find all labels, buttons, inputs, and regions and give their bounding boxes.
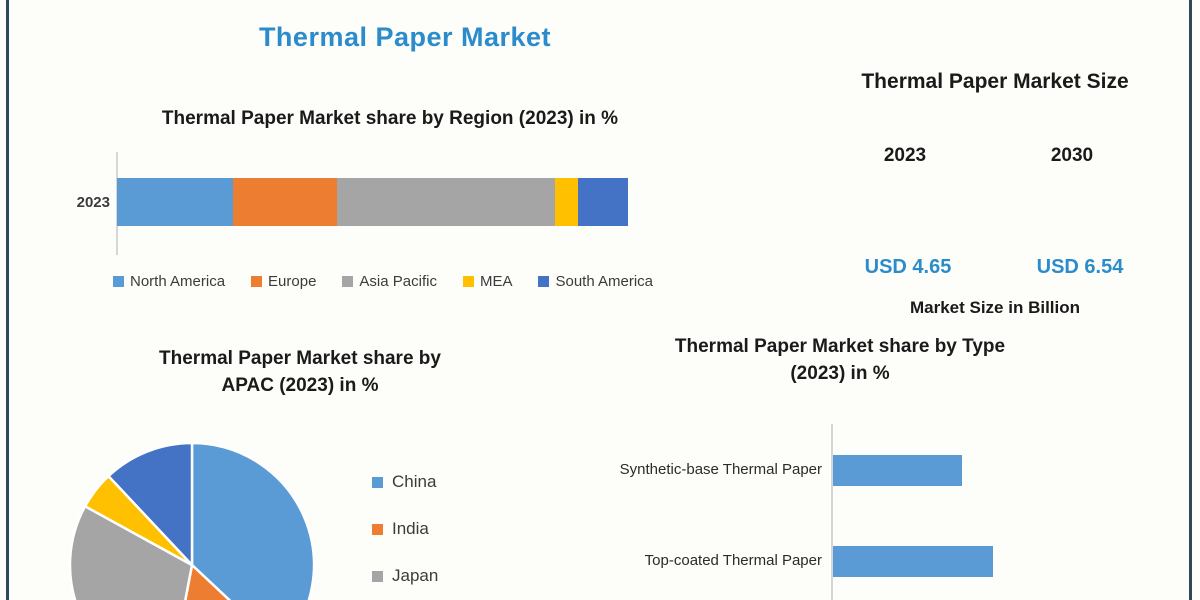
apac-title-line-1: Thermal Paper Market share by [159, 348, 441, 369]
legend-swatch-icon [538, 276, 550, 287]
legend-swatch-icon [372, 524, 383, 535]
stacked-segment-asia-pacific [337, 178, 556, 226]
pie-slice-south-america [106, 441, 194, 569]
legend-item: Asia Pacific [342, 273, 437, 290]
type-bar-top-coated [833, 546, 993, 577]
stacked-segment-north-america [117, 178, 233, 226]
legend-item-label: MEA [479, 273, 513, 290]
pie-slice-china [190, 441, 316, 600]
type-bar-synthetic-base [833, 455, 962, 486]
legend-swatch-icon [113, 276, 124, 287]
type-title-line-2: (2023) in % [790, 362, 890, 384]
legend-item-label: Asia Pacific [359, 273, 437, 290]
market-size-title: Thermal Paper Market Size [861, 70, 1129, 93]
stacked-segment-south-america [578, 178, 628, 226]
apac-chart-title: Thermal Paper Market share by APAC (2023… [55, 346, 545, 400]
legend-item: China [372, 472, 438, 519]
legend-item-label: India [392, 519, 429, 538]
page-title: Thermal Paper Market [258, 22, 552, 52]
region-category-label: 2023 [76, 194, 110, 211]
market-size-value-2023: USD 4.65 [864, 256, 952, 278]
legend-item: MEA [462, 273, 513, 290]
legend-item-label: South America [555, 273, 654, 290]
market-size-year-2030: 2030 [1050, 145, 1094, 166]
legend-item-label: China [392, 472, 437, 491]
pie-slice-japan [68, 504, 194, 600]
left-border-rule [6, 0, 9, 600]
type-chart-axis [831, 424, 833, 600]
type-chart-title: Thermal Paper Market share by Type (2023… [580, 334, 1100, 388]
market-size-value-2030: USD 6.54 [1036, 256, 1124, 278]
legend-item: Japan [372, 566, 438, 600]
pie-slice-india [184, 562, 232, 600]
legend-item: South America [538, 273, 653, 290]
legend-swatch-icon [372, 477, 383, 488]
market-size-unit-caption: Market Size in Billion [909, 298, 1081, 317]
apac-chart-legend: China India Japan [372, 472, 438, 600]
region-chart-title: Thermal Paper Market share by Region (20… [161, 108, 619, 129]
apac-pie-chart [68, 441, 316, 600]
type-label-top-coated: Top-coated Thermal Paper [644, 552, 822, 569]
legend-item: Europe [251, 273, 316, 290]
legend-swatch-icon [251, 276, 263, 287]
legend-swatch-icon [342, 276, 354, 287]
apac-title-line-2: APAC (2023) in % [221, 374, 379, 396]
legend-item-label: Europe [268, 273, 317, 290]
stacked-segment-mea [555, 178, 579, 226]
market-size-year-2023: 2023 [883, 145, 927, 166]
right-border-rule [1189, 0, 1192, 600]
legend-item: North America [113, 273, 225, 290]
region-stacked-bar [117, 178, 628, 226]
legend-item-label: Japan [392, 566, 439, 585]
stacked-segment-europe [232, 178, 338, 226]
legend-swatch-icon [462, 276, 474, 287]
legend-item-label: North America [130, 273, 226, 290]
legend-swatch-icon [372, 571, 383, 582]
legend-item: India [372, 519, 438, 566]
type-label-synthetic-base: Synthetic-base Thermal Paper [619, 461, 822, 478]
apac-pie-svg [68, 441, 316, 600]
type-title-line-1: Thermal Paper Market share by Type [674, 336, 1006, 357]
region-chart-legend: North America Europe Asia Pacific MEA South … [113, 273, 653, 290]
